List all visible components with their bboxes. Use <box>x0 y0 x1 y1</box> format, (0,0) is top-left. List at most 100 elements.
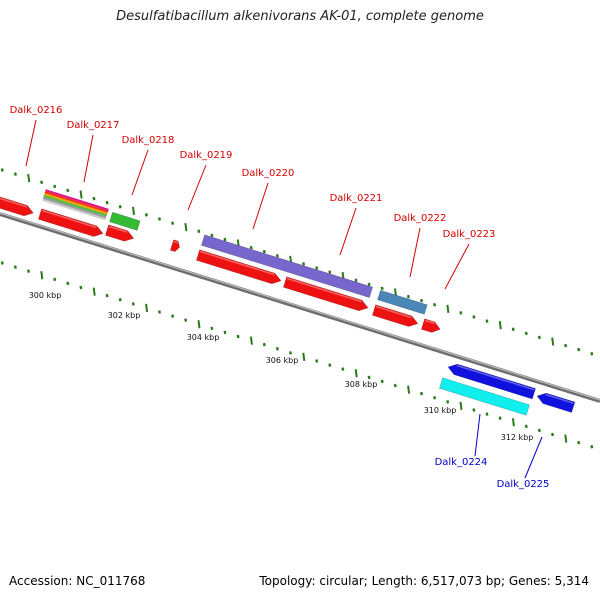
lower-tick <box>145 303 149 313</box>
lower-tick <box>210 326 214 331</box>
gene-label-dalk-0221[interactable]: Dalk_0221 <box>330 193 383 204</box>
lower-tick <box>420 391 423 396</box>
lower-tick <box>13 265 17 269</box>
reverse-cds-arrow <box>536 392 576 413</box>
gene-features <box>0 189 576 416</box>
lower-tick <box>485 412 489 416</box>
upper-tick <box>171 221 175 225</box>
gene-label-dalk-0222[interactable]: Dalk_0222 <box>394 213 447 224</box>
cds-arrow <box>420 318 441 333</box>
upper-tick <box>210 233 214 238</box>
upper-tick <box>184 223 188 232</box>
callout-line <box>474 413 481 457</box>
upper-tick <box>66 188 70 193</box>
genome-backbone-highlight <box>0 212 600 401</box>
upper-tick <box>132 206 135 215</box>
upper-tick <box>459 311 463 315</box>
callout-line <box>187 164 207 211</box>
upper-tick <box>498 321 502 330</box>
lower-tick <box>511 418 515 427</box>
lower-tick <box>66 281 70 286</box>
callout-line <box>524 436 543 479</box>
lower-tick <box>79 285 83 290</box>
lower-tick <box>498 416 502 420</box>
lower-tick <box>184 318 188 322</box>
lower-tick <box>315 359 319 363</box>
gene-label-dalk-0223[interactable]: Dalk_0223 <box>443 229 496 240</box>
upper-tick <box>262 249 266 254</box>
lower-tick <box>27 269 30 273</box>
lower-tick <box>393 383 397 388</box>
upper-tick <box>551 337 555 346</box>
lower-tick <box>223 330 227 335</box>
upper-tick <box>420 298 423 303</box>
lower-tick <box>564 434 568 443</box>
cds-arrow <box>104 224 135 242</box>
genome-summary: Topology: circular; Length: 6,517,073 bp… <box>259 574 589 588</box>
upper-tick <box>197 229 201 233</box>
lower-tick <box>407 385 411 394</box>
lower-tick <box>118 298 122 302</box>
upper-tick <box>27 174 31 183</box>
lower-tick <box>551 432 554 437</box>
lower-tick <box>341 367 345 371</box>
lower-tick <box>275 347 279 351</box>
lower-tick <box>249 336 253 345</box>
multi-cog-feature <box>42 189 109 221</box>
upper-tick <box>446 304 450 313</box>
callout-line <box>252 182 269 230</box>
lower-tick <box>131 302 135 306</box>
gene-label-dalk-0225[interactable]: Dalk_0225 <box>497 479 550 490</box>
gene-label-dalk-0218[interactable]: Dalk_0218 <box>122 135 175 146</box>
upper-tick <box>249 245 253 250</box>
lower-tick <box>0 261 4 265</box>
upper-tick <box>118 205 122 209</box>
upper-tick <box>79 190 83 199</box>
genome-backbone <box>0 212 600 403</box>
scale-label: 302 kbp <box>108 311 141 320</box>
upper-tick <box>564 343 568 348</box>
lower-tick <box>367 375 371 380</box>
callout-line <box>25 119 37 167</box>
callout-line <box>409 227 421 278</box>
cds-arrow <box>195 249 282 285</box>
upper-tick <box>380 286 384 291</box>
callout-line <box>444 243 470 290</box>
upper-tick <box>354 278 358 282</box>
upper-tick <box>315 266 319 270</box>
gene-label-dalk-0216[interactable]: Dalk_0216 <box>10 105 63 116</box>
lower-tick <box>590 445 594 449</box>
scale-label: 300 kbp <box>29 291 62 300</box>
cds-arrow <box>37 208 104 237</box>
lower-tick <box>537 428 541 433</box>
upper-tick <box>13 172 17 176</box>
cog-feature-green <box>109 211 141 231</box>
upper-tick <box>524 331 528 336</box>
gene-label-dalk-0220[interactable]: Dalk_0220 <box>242 168 295 179</box>
upper-tick <box>433 303 437 307</box>
gene-label-dalk-0219[interactable]: Dalk_0219 <box>180 150 233 161</box>
cog-feature-steel <box>377 289 428 315</box>
lower-tick <box>446 400 450 404</box>
upper-tick <box>302 262 306 266</box>
cog-feature-cyan <box>438 377 530 416</box>
lower-tick <box>197 320 201 329</box>
upper-tick <box>158 217 161 221</box>
gene-label-dalk-0217[interactable]: Dalk_0217 <box>67 120 120 131</box>
upper-tick <box>223 237 227 242</box>
lower-tick <box>577 440 581 445</box>
genome-title: Desulfatibacillum alkenivorans AK-01, co… <box>116 9 484 24</box>
callout-line <box>83 134 94 183</box>
lower-tick <box>524 424 528 429</box>
lower-tick <box>171 314 175 318</box>
upper-tick <box>275 254 279 258</box>
reverse-cds-arrow <box>447 363 536 400</box>
cds-arrow <box>169 239 180 253</box>
lower-tick <box>53 277 57 282</box>
upper-tick <box>105 200 109 205</box>
lower-tick <box>262 342 266 347</box>
upper-tick <box>53 184 57 189</box>
gene-label-dalk-0224[interactable]: Dalk_0224 <box>435 457 488 468</box>
